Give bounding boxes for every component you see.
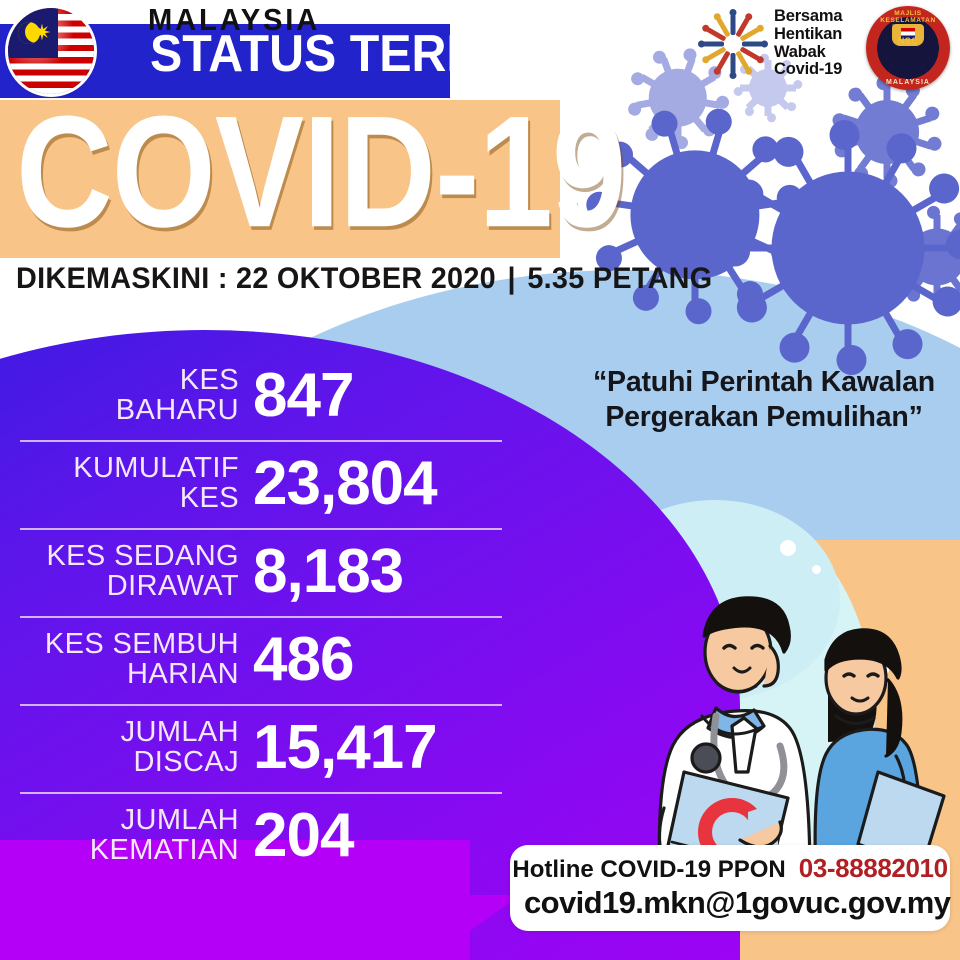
flag-star-icon: ✷ [32, 20, 52, 45]
stat-row: JUMLAH DISCAJ 15,417 [0, 704, 520, 792]
public-advisory-quote: “Patuhi Perintah Kawalan Pergerakan Pemu… [592, 366, 936, 433]
stat-label: KES SEMBUH HARIAN [24, 630, 253, 689]
burst-dot [755, 54, 766, 65]
burst-ray [742, 41, 763, 47]
virus-body [748, 68, 788, 108]
stat-label: JUMLAH KEMATIAN [24, 806, 253, 865]
burst-ray [730, 52, 736, 74]
stat-value: 23,804 [253, 449, 438, 518]
campaign-line-2: Hentikan [774, 24, 843, 43]
stat-row: KUMULATIF KES 23,804 [0, 440, 520, 528]
flag-crescent-icon [18, 22, 40, 44]
stat-divider [20, 440, 502, 442]
statistics-list: KES BAHARU 847 KUMULATIF KES 23,804 KES SEDANG… [0, 352, 520, 880]
stat-label: JUMLAH DISCAJ [24, 718, 253, 777]
burst-dot [729, 71, 737, 79]
virus-body [908, 228, 960, 286]
decorative-speck [780, 540, 796, 556]
stat-label-line-1: KES [179, 364, 239, 397]
virus-particle-icon [885, 206, 960, 308]
stat-row: KES SEMBUH HARIAN 486 [0, 616, 520, 704]
status-banner-title: STATUS TERKINI [150, 25, 544, 83]
stat-divider [20, 616, 502, 618]
stat-label-line-1: JUMLAH [120, 716, 239, 749]
burst-people-icon [698, 8, 768, 79]
stat-divider [20, 528, 502, 530]
virus-body [855, 100, 919, 164]
campaign-line-3: Wabak [774, 42, 826, 61]
campaign-logo: Bersama Hentikan Wabak Covid-19 [698, 7, 843, 79]
stat-label-line-2: KEMATIAN [89, 834, 239, 866]
stat-label-line-2: DISCAJ [133, 746, 239, 778]
stat-label-line-1: KES SEDANG [46, 540, 239, 573]
stat-row: KES BAHARU 847 [0, 352, 520, 440]
stat-value: 15,417 [253, 713, 438, 782]
hotline-row: Hotline COVID-19 PPON 03-88882010 [512, 853, 948, 884]
hotline-phone-number[interactable]: 03-88882010 [798, 853, 948, 883]
nsc-seal-logo: MAJLIS KESELAMATAN NEGARA NSC MALAYSIA [866, 6, 950, 90]
stat-value: 847 [253, 361, 354, 430]
hotline-label: Hotline COVID-19 PPON [512, 856, 786, 883]
last-updated-line: DIKEMASKINI : 22 OKTOBER 2020 | 5.35 PETAN… [16, 262, 712, 296]
nsc-crest-icon [892, 24, 924, 46]
stat-value: 486 [253, 625, 354, 694]
burst-ray [730, 13, 736, 35]
stat-value: 204 [253, 801, 354, 870]
nsc-country-label: MALAYSIA [886, 79, 930, 86]
stat-label-line-1: KUMULATIF [73, 452, 239, 485]
decorative-speck [812, 565, 821, 574]
stat-label-line-2: KES [179, 482, 239, 514]
stat-row: JUMLAH KEMATIAN 204 [0, 792, 520, 880]
covid-title-background [0, 100, 560, 258]
nsc-center-label: NSC [897, 36, 919, 46]
country-label: MALAYSIA [148, 2, 321, 37]
campaign-logo-text: Bersama Hentikan Wabak Covid-19 [774, 7, 843, 79]
stat-label-line-2: DIRAWAT [106, 570, 239, 602]
stat-divider [20, 792, 502, 794]
virus-spike [764, 88, 776, 123]
stat-value: 8,183 [253, 537, 404, 606]
page-title: COVID-19 [16, 82, 626, 261]
campaign-line-1: Bersama [774, 7, 843, 25]
stat-label-line-1: JUMLAH [120, 804, 239, 837]
stat-label-line-1: KES SEMBUH [44, 628, 239, 661]
stat-row: KES SEDANG DIRAWAT 8,183 [0, 528, 520, 616]
hotline-box[interactable]: Hotline COVID-19 PPON 03-88882010 covid1… [510, 845, 951, 931]
campaign-line-4: Covid-19 [774, 60, 843, 79]
last-updated-separator: | [507, 262, 516, 295]
statistics-panel-corner [430, 895, 520, 960]
virus-particle-icon [830, 76, 944, 188]
stat-divider [20, 704, 502, 706]
stat-label: KES SEDANG DIRAWAT [24, 542, 253, 601]
malaysia-flag-icon: ✷ [8, 8, 94, 94]
virus-body [648, 68, 708, 128]
stat-label-line-2: HARIAN [127, 658, 239, 690]
statistics-panel-bottom-fill [0, 840, 470, 960]
stat-label-line-2: BAHARU [115, 394, 239, 426]
virus-particle-icon [733, 53, 803, 123]
virus-particle-icon [626, 46, 731, 150]
stat-label: KUMULATIF KES [24, 454, 253, 513]
burst-dot [729, 8, 737, 16]
hotline-email-address[interactable]: covid19.mkn@1govuc.gov.my [524, 885, 951, 920]
burst-dot [698, 40, 705, 48]
last-updated-time: 5.35 PETANG [527, 262, 713, 295]
burst-ray [703, 41, 724, 47]
burst-dot [761, 40, 768, 48]
last-updated-date: DIKEMASKINI : 22 OKTOBER 2020 [16, 262, 496, 295]
stat-label: KES BAHARU [24, 366, 253, 425]
